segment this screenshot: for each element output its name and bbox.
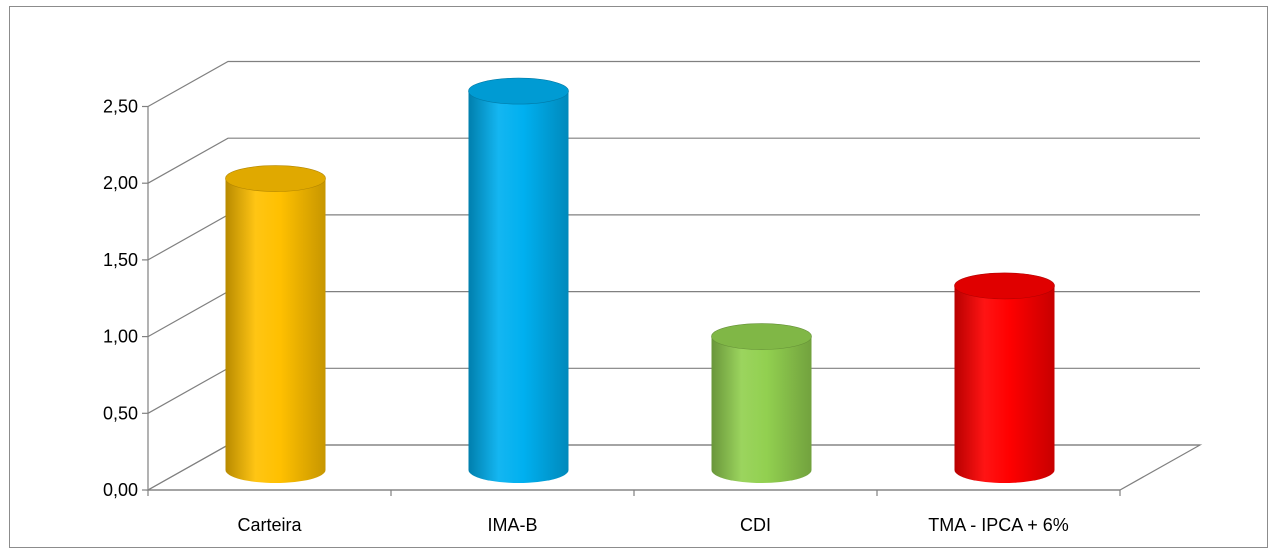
x-tick-label: Carteira <box>237 515 302 535</box>
x-axis-labels: Carteira IMA-B CDI TMA - IPCA + 6% <box>237 515 1068 535</box>
y-tick-label: 1,50 <box>103 250 138 270</box>
y-axis-ticks: 0,00 0,50 1,00 1,50 2,00 2,50 <box>103 97 138 501</box>
y-tick-label: 2,50 <box>103 97 138 117</box>
bar-top <box>225 165 326 192</box>
gridline <box>147 137 1200 184</box>
axes <box>142 105 1121 496</box>
x-tick-label: IMA-B <box>487 515 537 535</box>
bar-top <box>711 323 812 350</box>
y-tick-label: 2,00 <box>103 173 138 193</box>
x-tick-label: CDI <box>740 515 771 535</box>
chart-area <box>9 6 1268 548</box>
bar-top <box>954 272 1055 300</box>
bars <box>225 77 1055 484</box>
bar <box>225 165 326 484</box>
bar <box>954 272 1055 483</box>
bar-body <box>711 336 812 483</box>
bar-body <box>468 91 569 484</box>
gridline <box>147 60 1200 108</box>
y-tick-label: 1,00 <box>103 327 138 347</box>
bar <box>468 77 569 484</box>
bar-top <box>468 77 569 105</box>
x-tick-label: TMA - IPCA + 6% <box>928 515 1069 535</box>
y-tick-label: 0,50 <box>103 403 138 423</box>
bar <box>711 323 812 483</box>
bar-body <box>225 178 326 484</box>
bar-body <box>954 285 1055 483</box>
y-tick-label: 0,00 <box>103 480 138 500</box>
